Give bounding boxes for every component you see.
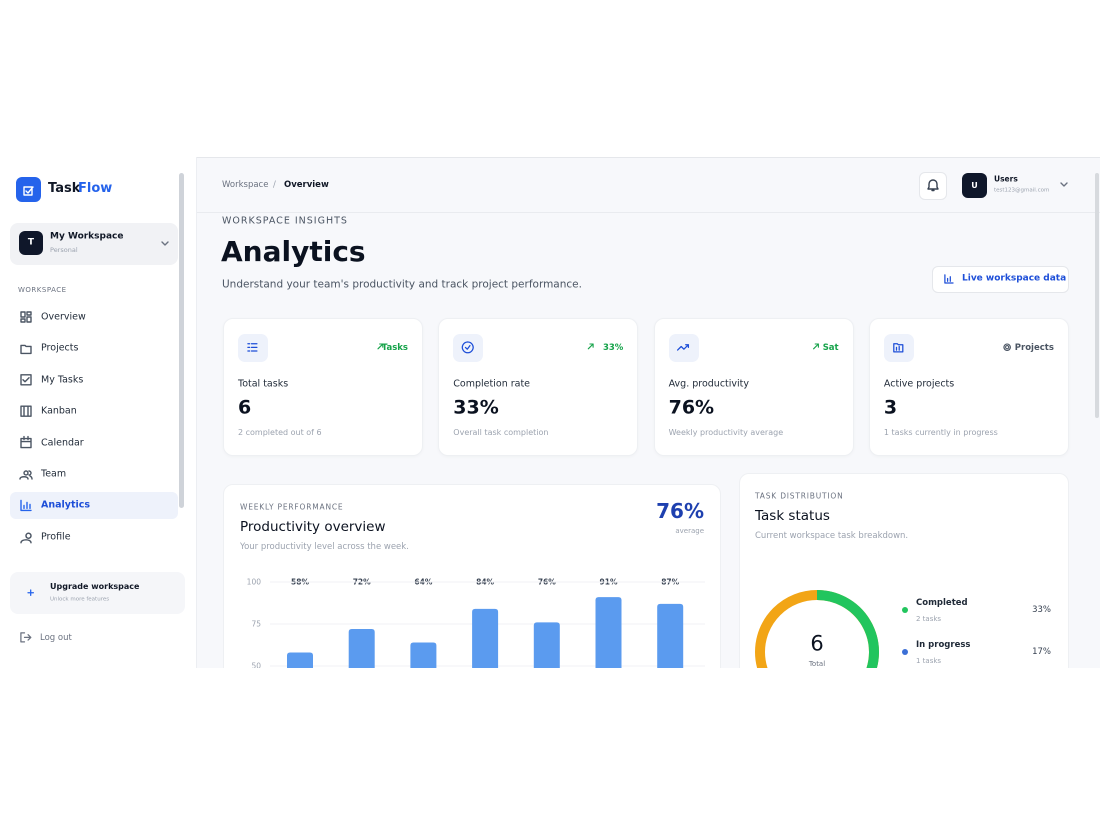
legend-value: 17%: [1032, 646, 1051, 657]
workspace-plan: Personal: [50, 246, 78, 255]
donut-total: 6: [810, 631, 824, 656]
upgrade-title: Upgrade workspace: [50, 582, 140, 592]
nav-item[interactable]: Analytics: [41, 499, 91, 511]
stat-badge: 33%: [602, 342, 624, 353]
nav-item[interactable]: My Tasks: [41, 374, 84, 386]
brand: Flow: [78, 181, 113, 197]
breadcrumb-separator: /: [273, 179, 276, 190]
stat-badge: Sat: [822, 342, 839, 353]
stat-icon: [238, 334, 268, 362]
page-subtitle: Understand your team's productivity and …: [222, 278, 582, 291]
upgrade-subtitle: Unlock more features: [50, 596, 110, 603]
y-tick-label: 50: [251, 661, 261, 671]
weekly-panel: [223, 484, 721, 668]
stat-value: 3: [883, 396, 898, 419]
panel-subtitle: Your productivity level across the week.: [240, 541, 409, 552]
stat-note: 2 completed out of 6: [238, 428, 322, 438]
workspace-avatar: [19, 231, 43, 255]
y-tick-label: 75: [251, 619, 261, 629]
nav-item[interactable]: Team: [41, 468, 67, 480]
stat-icon: [668, 334, 699, 362]
value-label: 76%: [537, 577, 556, 587]
legend-note: 2 tasks: [916, 614, 942, 623]
panel-title: Task status: [755, 507, 830, 524]
stat-value: 76%: [668, 396, 715, 419]
nav-item[interactable]: Overview: [41, 311, 86, 323]
stat-label: Avg. productivity: [668, 378, 750, 390]
legend-note: 1 tasks: [916, 656, 942, 665]
stat-value: 33%: [453, 396, 499, 419]
value-label: 84%: [476, 577, 495, 587]
user-initial: U: [971, 180, 978, 190]
section-label: WORKSPACE: [18, 285, 67, 294]
value-label: 58%: [291, 577, 309, 587]
notification-button[interactable]: [919, 172, 947, 200]
top-border: [197, 157, 1100, 158]
sidebar-scrollbar: [179, 173, 184, 508]
nav-item[interactable]: Profile: [41, 531, 71, 543]
logo: [16, 177, 41, 202]
stat-badge: Projects: [1014, 342, 1054, 353]
value-label: 87%: [661, 577, 680, 587]
user-name: Users: [994, 174, 1018, 184]
legend-name: Completed: [916, 597, 968, 608]
live-button-label: Live workspace data: [962, 273, 1067, 284]
panel-eyebrow: TASK DISTRIBUTION: [755, 491, 844, 501]
panel-title: Productivity overview: [240, 518, 386, 535]
stat-label: Active projects: [883, 378, 955, 390]
main-scrollbar: [1095, 173, 1099, 418]
donut-segment: [817, 679, 867, 709]
logout[interactable]: Log out: [40, 632, 72, 643]
y-tick-label: 100: [246, 577, 261, 587]
legend-value: 33%: [1032, 604, 1051, 615]
stat-badge: Tasks: [381, 342, 408, 353]
value-label: 72%: [352, 577, 371, 587]
nav-item[interactable]: Projects: [41, 342, 79, 354]
user-avatar[interactable]: [962, 173, 987, 198]
panel-eyebrow: WEEKLY PERFORMANCE: [240, 502, 344, 512]
panel-subtitle: Current workspace task breakdown.: [755, 530, 909, 541]
upgrade-card[interactable]: [10, 572, 185, 614]
user-email: test123@gmail.com: [994, 187, 1050, 194]
stat-icon: [453, 334, 484, 362]
workspace-name: My Workspace: [50, 231, 124, 242]
stat-icon: [883, 334, 914, 362]
average-label: average: [675, 526, 704, 535]
live-button[interactable]: [932, 266, 1069, 293]
icon: [1060, 182, 1068, 187]
value-label: 64%: [414, 577, 433, 587]
breadcrumb[interactable]: Workspace: [222, 179, 269, 190]
stat-note: Overall task completion: [453, 428, 549, 438]
legend-name: In progress: [916, 639, 971, 650]
stat-label: Total tasks: [238, 378, 289, 390]
nav-active: [10, 492, 178, 520]
brand: Task: [48, 181, 81, 197]
average-value: 76%: [656, 499, 704, 523]
nav-item[interactable]: Calendar: [41, 436, 84, 448]
header-border: [197, 212, 1100, 213]
stat-note: Weekly productivity average: [668, 428, 784, 438]
stat-note: 1 tasks currently in progress: [883, 428, 998, 438]
nav-item[interactable]: Kanban: [41, 405, 77, 417]
stat-value: 6: [238, 396, 252, 419]
value-label: 91%: [599, 577, 618, 587]
donut-total-label: Total: [808, 659, 826, 668]
eyebrow: WORKSPACE INSIGHTS: [222, 215, 348, 227]
breadcrumb-current: Overview: [284, 179, 329, 190]
workspace-initial: T: [27, 237, 35, 248]
page-title: Analytics: [221, 235, 366, 269]
stat-label: Completion rate: [453, 378, 531, 390]
